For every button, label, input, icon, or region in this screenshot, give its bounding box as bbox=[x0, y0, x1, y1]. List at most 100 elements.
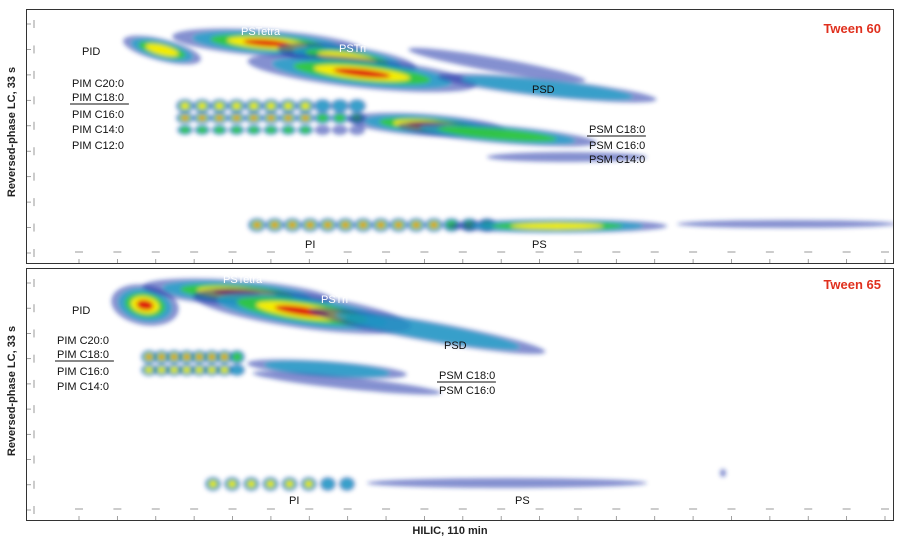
label-pid: PID bbox=[82, 46, 100, 58]
spot-ps bbox=[447, 219, 667, 233]
y-axis-ticks bbox=[27, 20, 35, 257]
spot-pim-c18 bbox=[279, 99, 298, 113]
label-psd: PSD bbox=[532, 84, 555, 96]
spot-pi bbox=[243, 477, 260, 491]
spot-pim-c18 bbox=[227, 99, 246, 113]
spot-pim-c14 bbox=[331, 125, 348, 135]
spot-pim-c16 bbox=[262, 112, 280, 124]
spot-pi bbox=[336, 218, 355, 232]
label-pim-c20: PIM C20:0 bbox=[72, 78, 124, 90]
spot-psm-c18 bbox=[247, 359, 407, 379]
spot-psd-tail bbox=[437, 73, 657, 103]
spot-pim-c16 bbox=[178, 364, 195, 376]
y-axis-ticks bbox=[27, 279, 35, 514]
chart-title: Tween 65 bbox=[823, 277, 881, 292]
label-pim-c12: PIM C12:0 bbox=[72, 140, 124, 152]
spot-pim-c16 bbox=[166, 364, 183, 376]
spot-pim-c18 bbox=[244, 99, 263, 113]
spot-pim-c16 bbox=[210, 112, 229, 124]
spot-pi bbox=[262, 477, 279, 491]
spot-pim-c18 bbox=[178, 350, 195, 364]
spot-pim-c14 bbox=[297, 125, 314, 135]
spot-pim-c16 bbox=[203, 364, 220, 376]
spot-pim-c16 bbox=[313, 112, 332, 124]
spot-pim-c18 bbox=[193, 99, 212, 113]
spot-pim-c18 bbox=[141, 350, 157, 364]
spot-ps-tail bbox=[677, 220, 893, 228]
spot-pi bbox=[301, 218, 320, 232]
label-psm-c14: PSM C14:0 bbox=[589, 154, 645, 166]
label-pim-c20: PIM C20:0 bbox=[57, 335, 109, 347]
spot-pi bbox=[300, 477, 317, 491]
label-pim-c14: PIM C14:0 bbox=[72, 124, 124, 136]
spot-pim-c18 bbox=[153, 350, 170, 364]
label-pim-c18: PIM C18:0 bbox=[72, 92, 124, 104]
label-pstri: PSTri bbox=[339, 43, 366, 55]
spot-pi bbox=[389, 218, 408, 232]
spot-pi bbox=[248, 218, 266, 232]
label-pstri: PSTri bbox=[321, 294, 348, 306]
spot-pid bbox=[123, 35, 201, 65]
x-axis-ticks bbox=[75, 508, 889, 520]
spot-pim-c14 bbox=[245, 125, 262, 135]
chart-title: Tween 60 bbox=[823, 21, 881, 36]
label-pim-c16: PIM C16:0 bbox=[57, 366, 109, 378]
spot-pim-c18 bbox=[203, 350, 220, 364]
spot-pim-c14 bbox=[349, 125, 365, 135]
spot-pim-c16 bbox=[141, 364, 157, 376]
spot-pim-c18 bbox=[210, 99, 229, 113]
label-ps: PS bbox=[515, 495, 530, 507]
chart-panel-tween-60: PSTetra PSTri PID PSD PIM C20:0 PIM C18:0 PIM … bbox=[26, 9, 894, 264]
spot-pi bbox=[319, 477, 336, 491]
spot-ps bbox=[367, 478, 647, 488]
spot-pim-c16 bbox=[279, 112, 298, 124]
x-axis-label: HILIC, 110 min bbox=[412, 525, 488, 537]
spot-pim-c14 bbox=[194, 125, 211, 135]
spot-pi bbox=[281, 477, 298, 491]
label-psd: PSD bbox=[444, 340, 467, 352]
label-pstetra: PSTetra bbox=[223, 274, 263, 286]
heatmap-tween-65: PSTetra PSTri PID PSD PIM C20:0 PIM C18:0 PIM … bbox=[27, 274, 889, 520]
spot-psm-c16 bbox=[252, 371, 442, 395]
label-pim-c14: PIM C14:0 bbox=[57, 381, 109, 393]
spot-psd-tail bbox=[308, 307, 546, 355]
label-psm-c16: PSM C16:0 bbox=[439, 385, 495, 397]
label-pid: PID bbox=[72, 305, 90, 317]
spot-pi bbox=[224, 477, 241, 491]
spot-pi bbox=[424, 218, 443, 232]
spot-pi bbox=[371, 218, 390, 232]
spot-psm-c14 bbox=[487, 152, 647, 162]
label-ps: PS bbox=[532, 239, 547, 251]
label-pim-c18: PIM C18:0 bbox=[57, 349, 109, 361]
spot-faint-band bbox=[408, 47, 586, 83]
spot-pim-c14 bbox=[177, 125, 193, 135]
spot-pim-c16 bbox=[227, 112, 246, 124]
spot-pim-c18 bbox=[313, 99, 332, 113]
spot-pim-c18 bbox=[216, 350, 233, 364]
spot-pim-c14 bbox=[314, 125, 331, 135]
label-pi: PI bbox=[289, 495, 299, 507]
spot-pim-c18 bbox=[330, 99, 349, 113]
spot-main-band bbox=[247, 53, 477, 93]
spot-pi bbox=[407, 218, 426, 232]
spot-pim-c18 bbox=[191, 350, 208, 364]
spot-pim-c18 bbox=[176, 99, 194, 113]
label-pstetra: PSTetra bbox=[241, 26, 281, 38]
label-pi: PI bbox=[305, 239, 315, 251]
spot-pim-c18 bbox=[166, 350, 183, 364]
label-psm-c16: PSM C16:0 bbox=[589, 140, 645, 152]
spot-pim-c16 bbox=[229, 364, 245, 376]
spot-pim-c16 bbox=[330, 112, 349, 124]
spot-pim-c16 bbox=[216, 364, 233, 376]
y-axis-label: Reversed-phase LC, 33 s bbox=[6, 66, 18, 198]
spot-pim-c16 bbox=[193, 112, 212, 124]
spot-pim-c16 bbox=[244, 112, 263, 124]
chart-panel-tween-65: PSTetra PSTri PID PSD PIM C20:0 PIM C18:0 PIM … bbox=[26, 268, 894, 521]
spot-pim-c16 bbox=[153, 364, 170, 376]
spot-pim-c16 bbox=[296, 112, 315, 124]
spot-pim-c16 bbox=[176, 112, 194, 124]
x-axis-ticks bbox=[75, 251, 889, 263]
spot-pim-c18 bbox=[348, 99, 366, 113]
spot-pi bbox=[205, 477, 221, 491]
label-pim-c16: PIM C16:0 bbox=[72, 109, 124, 121]
